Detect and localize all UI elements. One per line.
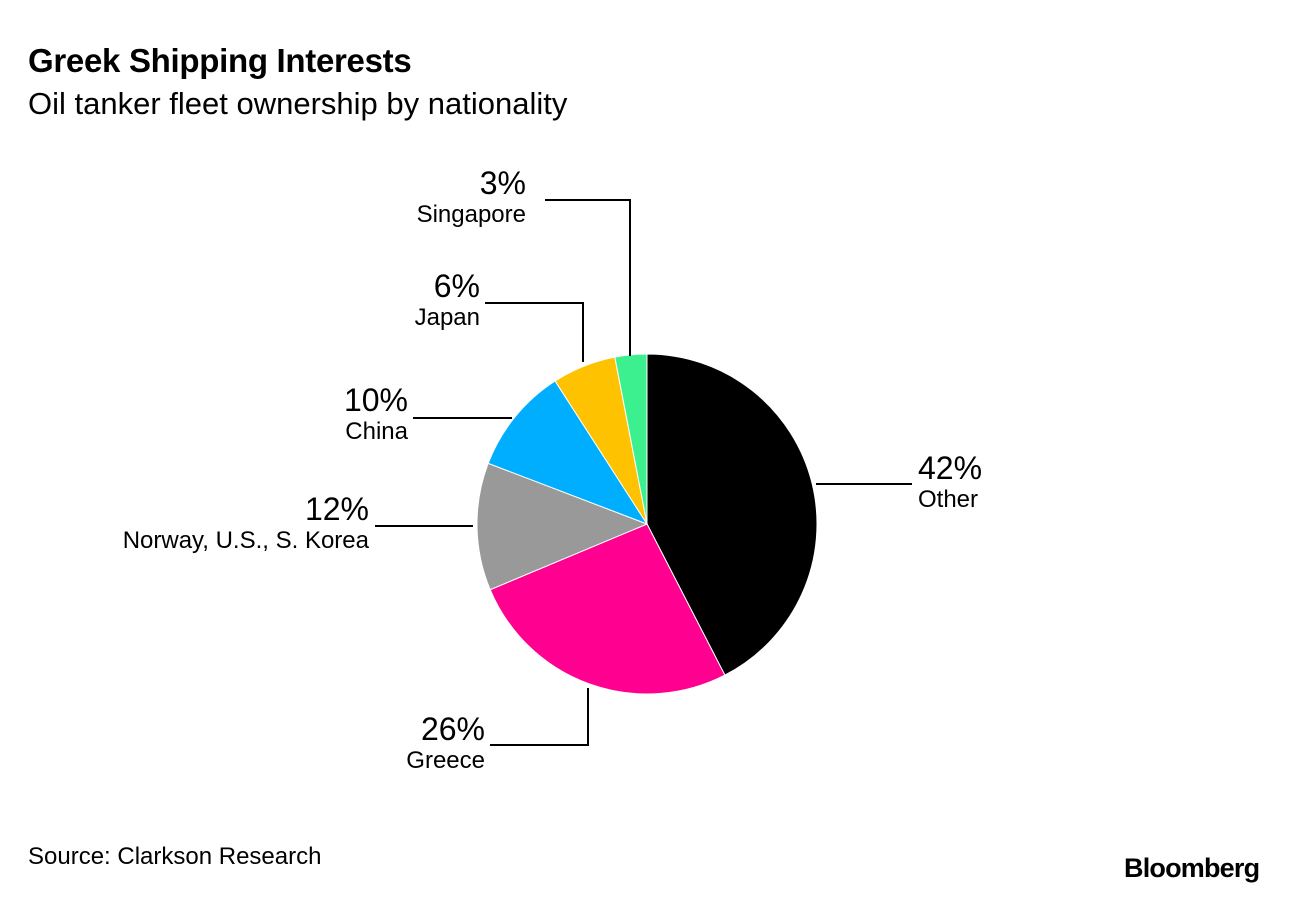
leader-line [545, 199, 631, 356]
slice-label: 26% Greece [406, 713, 485, 773]
pie-slice-greece [489, 523, 726, 695]
slice-name: China [345, 418, 408, 445]
pie-slice-china [487, 380, 649, 526]
slice-label: 3% Singapore [417, 167, 526, 227]
slice-name: Norway, U.S., S. Korea [122, 527, 369, 554]
slice-percent: 26% [420, 711, 485, 747]
slice-name: Other [918, 486, 979, 513]
slice-label: 42% Other [918, 452, 982, 512]
pie-slice-norway-u-s-s-korea [476, 462, 649, 591]
slice-percent: 42% [918, 450, 983, 486]
bloomberg-logo: Bloomberg [1124, 853, 1260, 883]
chart-subtitle: Oil tanker fleet ownership by nationalit… [28, 86, 568, 121]
slice-label: 12% Norway, U.S., S. Korea [123, 493, 369, 553]
slice-percent: 12% [304, 491, 369, 527]
slice-label: 10% China [344, 384, 408, 444]
slice-label: 6% Japan [415, 270, 480, 330]
leader-line [485, 302, 584, 362]
slice-name: Greece [406, 747, 485, 774]
pie-slice-other [646, 353, 818, 676]
leader-line [490, 688, 589, 746]
slice-percent: 10% [343, 382, 408, 418]
slice-percent: 3% [479, 165, 526, 201]
slice-name: Singapore [416, 201, 526, 228]
slice-name: Japan [414, 304, 480, 331]
slice-percent: 6% [433, 268, 480, 304]
source-note: Source: Clarkson Research [28, 843, 322, 870]
chart-title: Greek Shipping Interests [28, 42, 412, 79]
